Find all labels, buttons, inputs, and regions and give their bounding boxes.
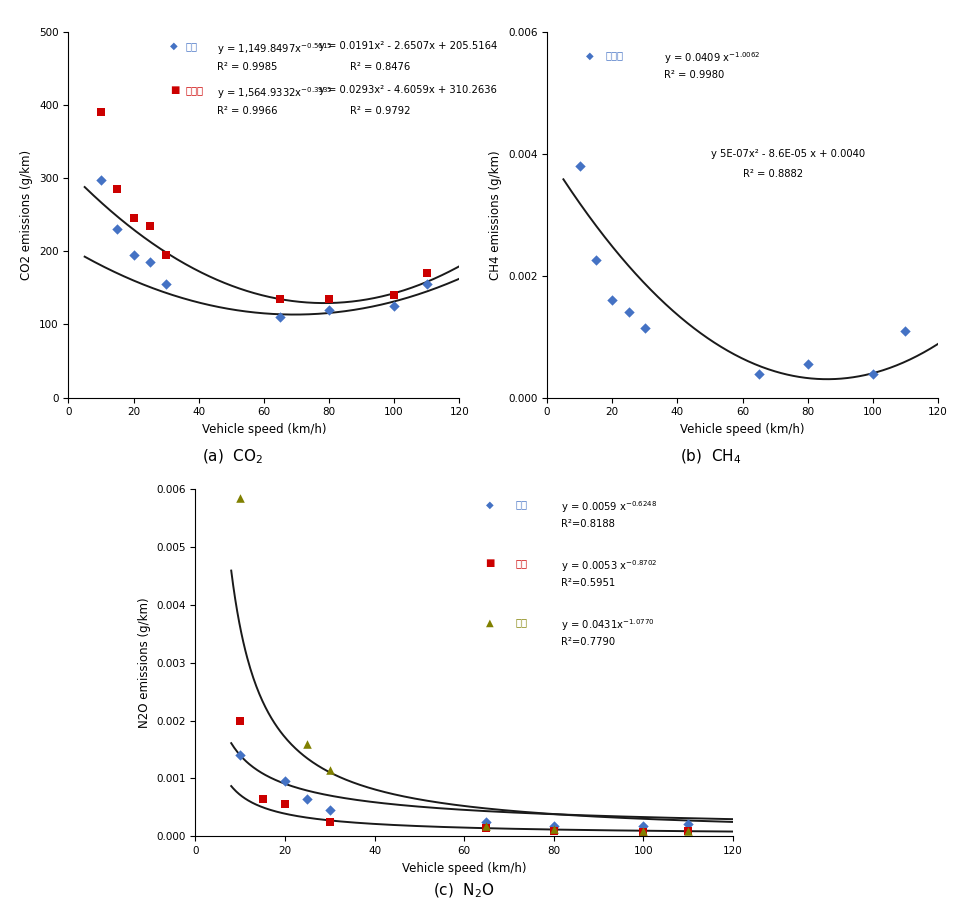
Point bbox=[126, 211, 142, 226]
Point bbox=[142, 255, 157, 270]
Point bbox=[300, 792, 316, 806]
Text: y 5E-07x² - 8.6E-05 x + 0.0040: y 5E-07x² - 8.6E-05 x + 0.0040 bbox=[711, 149, 866, 159]
Text: (a)  CO$_2$: (a) CO$_2$ bbox=[202, 448, 263, 466]
Point bbox=[898, 324, 913, 338]
Point bbox=[93, 173, 108, 187]
Point bbox=[680, 824, 696, 838]
Point bbox=[479, 821, 494, 835]
Text: R² = 0.8476: R² = 0.8476 bbox=[350, 62, 410, 72]
Point bbox=[546, 824, 562, 838]
Point bbox=[233, 748, 248, 762]
Point bbox=[479, 814, 494, 829]
Point bbox=[680, 816, 696, 831]
Text: ■: ■ bbox=[486, 558, 495, 569]
Point bbox=[273, 310, 288, 324]
Point bbox=[546, 822, 562, 836]
Text: ■: ■ bbox=[170, 85, 180, 95]
Point bbox=[109, 222, 125, 237]
Point bbox=[233, 713, 248, 728]
Point bbox=[126, 248, 142, 262]
Text: ◆: ◆ bbox=[486, 499, 493, 509]
Text: R²=0.5951: R²=0.5951 bbox=[561, 578, 616, 588]
Text: 중형: 중형 bbox=[515, 558, 528, 569]
Point bbox=[588, 253, 604, 268]
Text: 소형: 소형 bbox=[515, 499, 528, 509]
Point bbox=[635, 824, 651, 838]
Text: R² = 0.9966: R² = 0.9966 bbox=[217, 106, 277, 116]
Point bbox=[386, 288, 402, 303]
Y-axis label: N2O emissions (g/km): N2O emissions (g/km) bbox=[138, 598, 150, 728]
Text: R²=0.8188: R²=0.8188 bbox=[561, 518, 615, 528]
Text: 소종대: 소종대 bbox=[606, 50, 623, 60]
Point bbox=[142, 218, 157, 233]
Y-axis label: CO2 emissions (g/km): CO2 emissions (g/km) bbox=[21, 150, 33, 280]
Point bbox=[93, 105, 108, 120]
Text: y = 0.0293x² - 4.6059x + 310.2636: y = 0.0293x² - 4.6059x + 310.2636 bbox=[319, 85, 496, 95]
Point bbox=[158, 277, 174, 292]
X-axis label: Vehicle speed (km/h): Vehicle speed (km/h) bbox=[402, 862, 527, 875]
Text: ▲: ▲ bbox=[486, 618, 493, 628]
Point bbox=[419, 266, 435, 281]
Text: y = 0.0409 x$^{-1.0062}$: y = 0.0409 x$^{-1.0062}$ bbox=[664, 50, 761, 66]
X-axis label: Vehicle speed (km/h): Vehicle speed (km/h) bbox=[201, 423, 326, 436]
Point bbox=[605, 292, 620, 307]
Text: y = 0.0053 x$^{-0.8702}$: y = 0.0053 x$^{-0.8702}$ bbox=[561, 558, 658, 574]
Y-axis label: CH4 emissions (g/km): CH4 emissions (g/km) bbox=[489, 150, 502, 280]
Text: R² = 0.9980: R² = 0.9980 bbox=[664, 70, 725, 80]
Point bbox=[635, 824, 651, 839]
Text: R² = 0.9792: R² = 0.9792 bbox=[350, 106, 410, 116]
Point bbox=[321, 303, 337, 317]
Point bbox=[300, 737, 316, 751]
Point bbox=[546, 819, 562, 834]
Point bbox=[800, 356, 816, 371]
Text: 소형: 소형 bbox=[186, 41, 197, 51]
Point bbox=[322, 802, 338, 817]
Point bbox=[233, 490, 248, 505]
Text: (b)  CH$_4$: (b) CH$_4$ bbox=[680, 448, 743, 466]
Text: y = 0.0059 x$^{-0.6248}$: y = 0.0059 x$^{-0.6248}$ bbox=[561, 499, 658, 515]
Point bbox=[635, 819, 651, 834]
Point bbox=[277, 797, 293, 812]
Text: y = 1,564.9332x$^{-0.3935}$: y = 1,564.9332x$^{-0.3935}$ bbox=[217, 85, 332, 101]
Text: ◆: ◆ bbox=[586, 50, 594, 60]
Point bbox=[273, 292, 288, 306]
Point bbox=[255, 792, 271, 806]
Point bbox=[321, 292, 337, 306]
Text: y = 0.0431x$^{-1.0770}$: y = 0.0431x$^{-1.0770}$ bbox=[561, 618, 655, 633]
Point bbox=[322, 762, 338, 777]
Text: 중대형: 중대형 bbox=[186, 85, 203, 95]
Point bbox=[419, 277, 435, 292]
Point bbox=[479, 819, 494, 834]
Text: R² = 0.9985: R² = 0.9985 bbox=[217, 62, 277, 72]
Point bbox=[277, 774, 293, 789]
Point bbox=[865, 367, 880, 382]
Point bbox=[572, 159, 587, 174]
Point bbox=[680, 824, 696, 838]
Point bbox=[322, 814, 338, 829]
Text: 대형: 대형 bbox=[515, 618, 528, 628]
Text: (c)  N$_2$O: (c) N$_2$O bbox=[433, 882, 495, 900]
Text: R²=0.7790: R²=0.7790 bbox=[561, 636, 615, 646]
Point bbox=[751, 367, 767, 382]
Text: y = 0.0191x² - 2.6507x + 205.5164: y = 0.0191x² - 2.6507x + 205.5164 bbox=[319, 41, 496, 51]
Point bbox=[386, 299, 402, 314]
Point bbox=[620, 305, 636, 320]
Point bbox=[637, 320, 653, 335]
Text: ◆: ◆ bbox=[170, 41, 178, 51]
X-axis label: Vehicle speed (km/h): Vehicle speed (km/h) bbox=[680, 423, 805, 436]
Text: R² = 0.8882: R² = 0.8882 bbox=[743, 169, 803, 179]
Point bbox=[158, 248, 174, 262]
Text: y = 1,149.8497x$^{-0.5615}$: y = 1,149.8497x$^{-0.5615}$ bbox=[217, 41, 332, 57]
Point bbox=[109, 182, 125, 197]
